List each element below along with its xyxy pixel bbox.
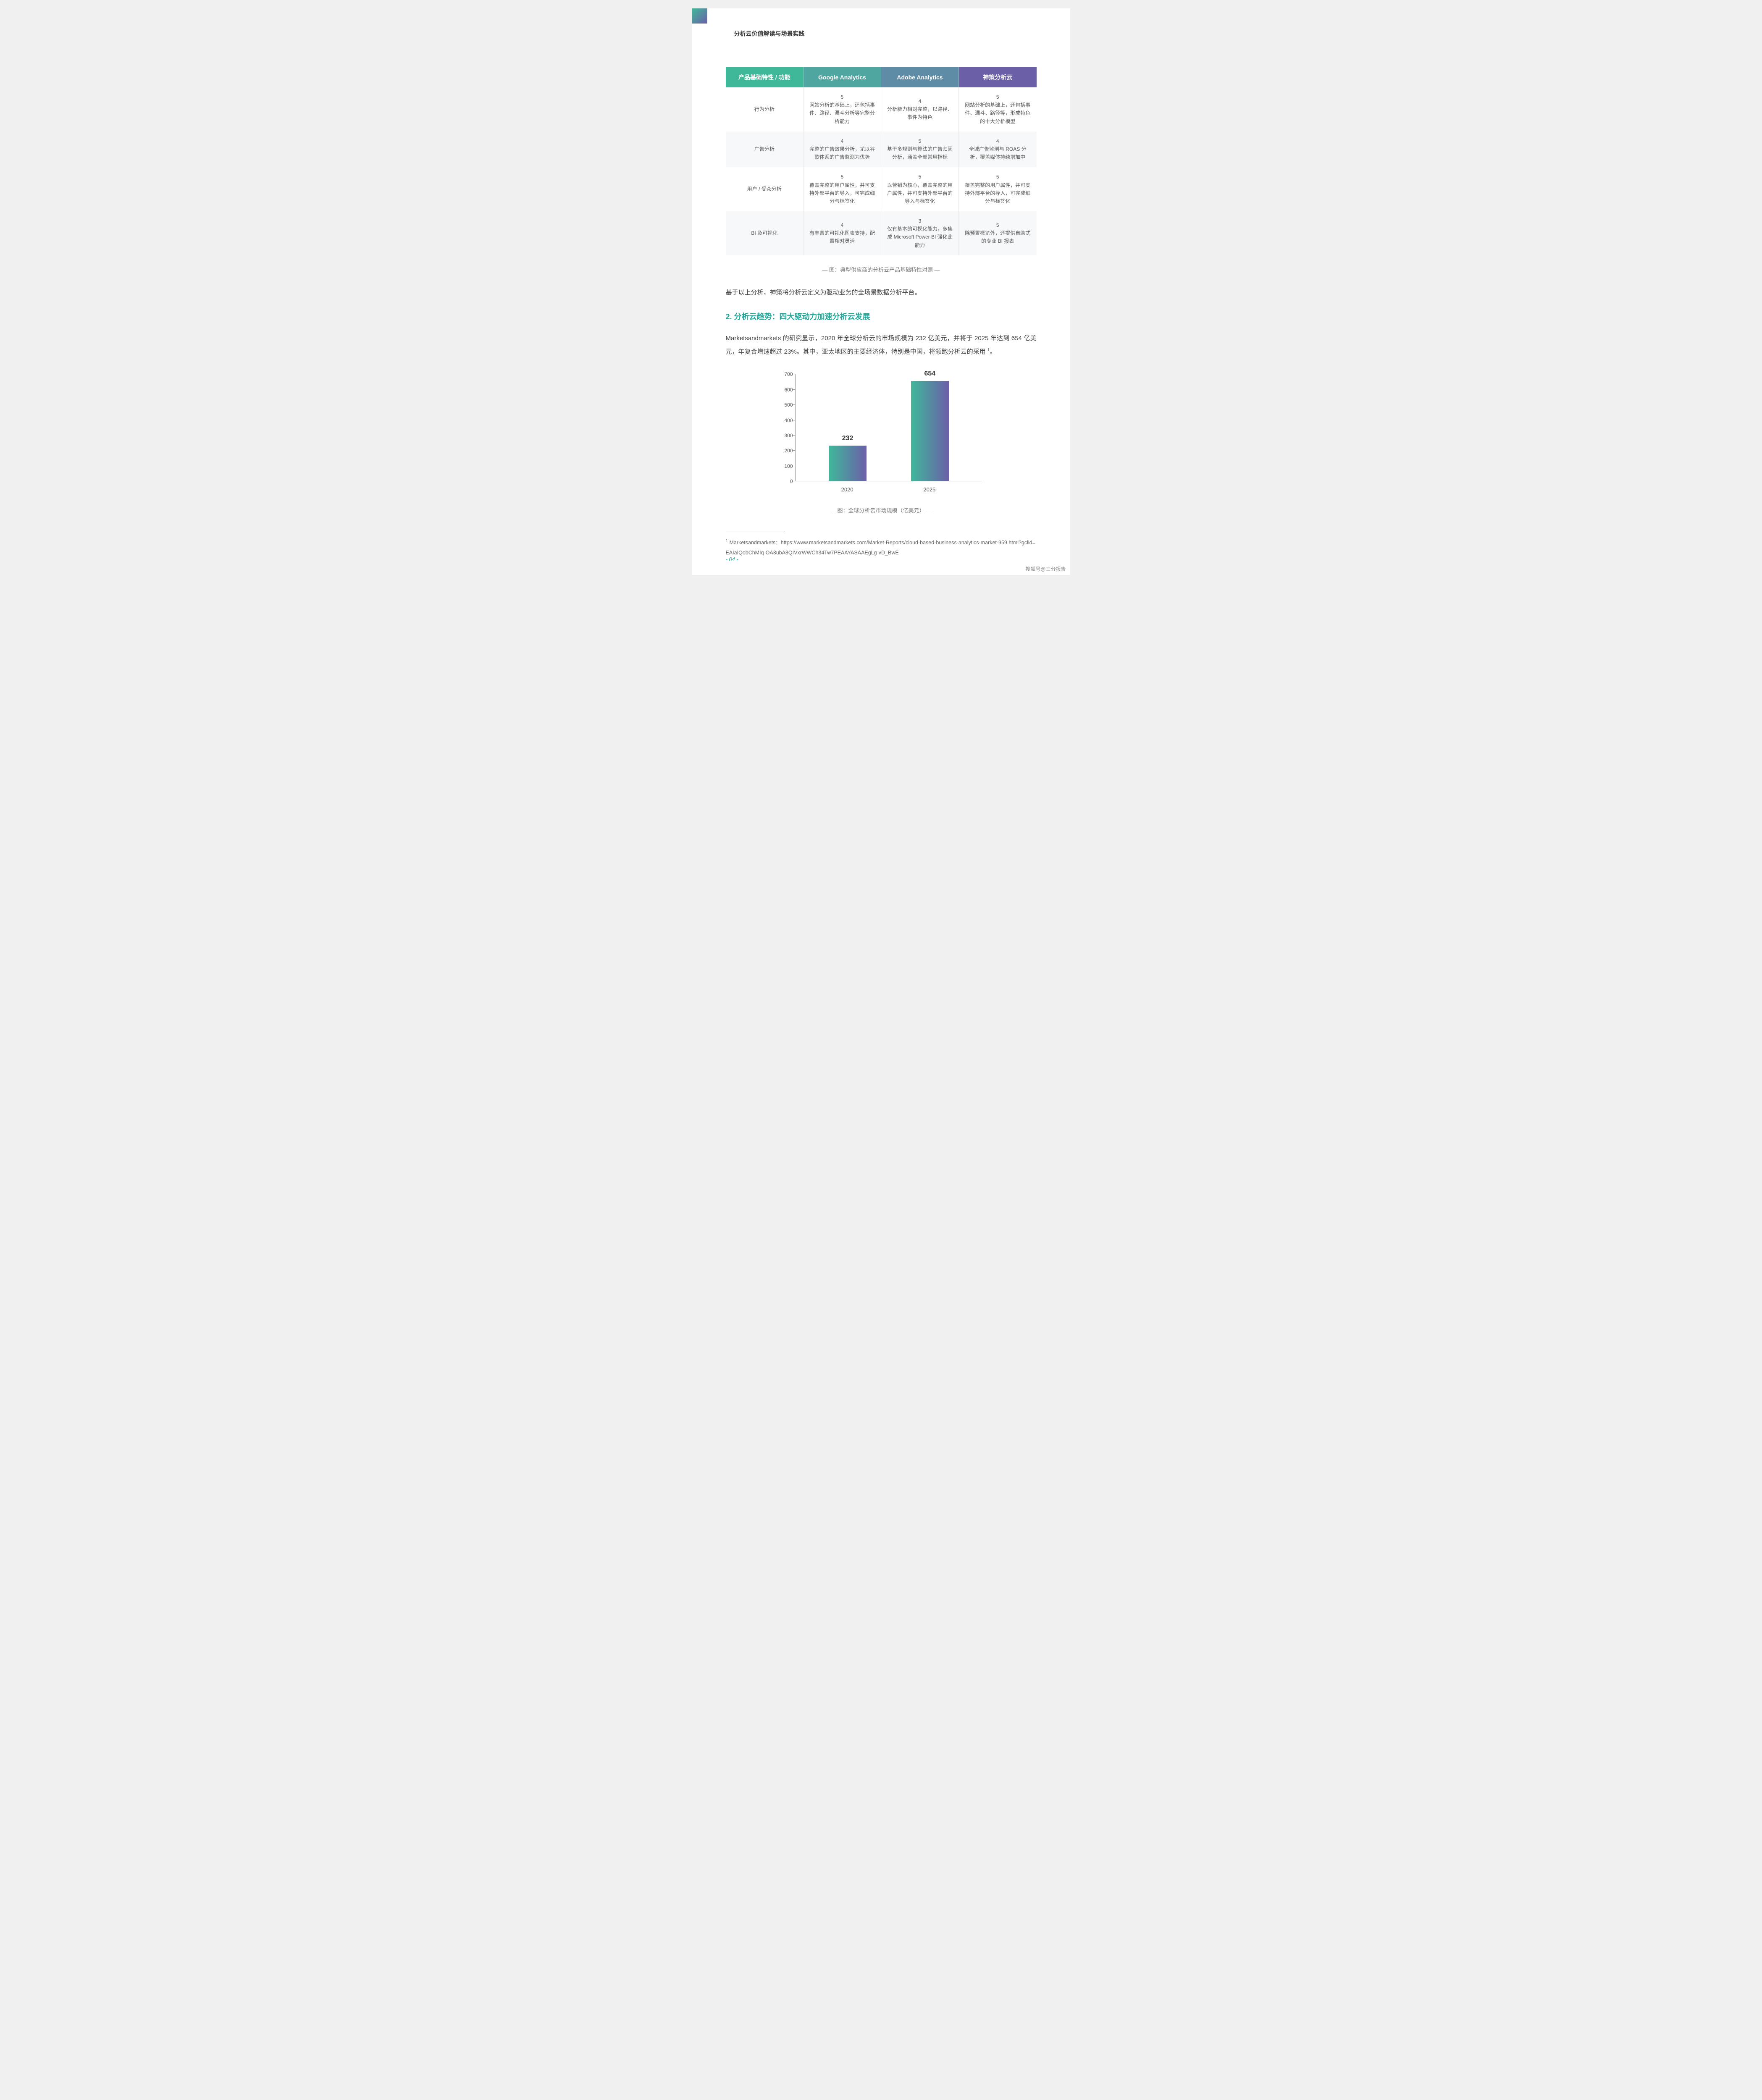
table-row: 广告分析4完整的广告效果分析，尤以谷歌体系的广告监测为优势5基于多规则与算法的广… [726,131,1037,168]
value-cell: 5覆盖完整的用户属性，并可支持外部平台的导入，可完成细分与标签化 [959,167,1037,211]
x-tick-label: 2020 [841,486,853,493]
chart-caption: — 图：全球分析云市场规模（亿美元） — [726,506,1037,514]
y-tick-mark [793,450,795,451]
table-header-cell: 产品基础特性 / 功能 [726,67,804,87]
section-heading: 2. 分析云趋势：四大驱动力加速分析云发展 [726,311,1037,322]
body-paragraph: 基于以上分析，神策将分析云定义为驱动业务的全场景数据分析平台。 [726,286,1037,299]
x-tick-label: 2025 [923,486,935,493]
value-cell: 5以营销为核心，覆盖完整的用户属性，并可支持外部平台的导入与标签化 [881,167,959,211]
table-row: 用户 / 受众分析5覆盖完整的用户属性，并可支持外部平台的导入，可完成细分与标签… [726,167,1037,211]
bar-value-label: 232 [829,435,867,442]
y-tick-label: 300 [772,433,793,438]
y-tick-label: 200 [772,448,793,454]
y-tick-label: 700 [772,371,793,377]
value-cell: 4完整的广告效果分析，尤以谷歌体系的广告监测为优势 [804,131,881,168]
chart-container: 232 654 0 100 200 300 400 500 600 700 2020 2025 [726,370,1037,496]
page-header-title: 分析云价值解读与场景实践 [734,29,1037,38]
cell-score: 5 [886,173,953,181]
cell-desc: 覆盖完整的用户属性，并可支持外部平台的导入，可完成细分与标签化 [965,182,1030,204]
cell-desc: 网站分析的基础上，还包括事件、路径、漏斗分析等完整分析能力 [809,102,875,124]
table-row: 行为分析5网站分析的基础上，还包括事件、路径、漏斗分析等完整分析能力4分析能力相… [726,87,1037,131]
cell-score: 4 [964,137,1032,145]
cell-desc: 完整的广告效果分析，尤以谷歌体系的广告监测为优势 [809,146,875,160]
comparison-table: 产品基础特性 / 功能 Google Analytics Adobe Analy… [726,67,1037,255]
cell-desc: 基于多规则与算法的广告归因分析，涵盖全部常用指标 [887,146,953,160]
cell-score: 5 [809,173,876,181]
cell-desc: 有丰富的可视化图表支持，配置相对灵活 [809,230,875,244]
cell-desc: 网站分析的基础上，还包括事件、漏斗、路径等，形成特色的十大分析模型 [965,102,1030,124]
cell-desc: 分析能力相对完整，以路径、事件为特色 [887,106,953,120]
value-cell: 5覆盖完整的用户属性，并可支持外部平台的导入，可完成细分与标签化 [804,167,881,211]
cell-score: 5 [886,137,953,145]
cell-score: 3 [886,217,953,225]
y-tick-label: 600 [772,387,793,393]
value-cell: 5网站分析的基础上，还包括事件、路径、漏斗分析等完整分析能力 [804,87,881,131]
value-cell: 4全域广告监测与 ROAS 分析，覆盖媒体持续增加中 [959,131,1037,168]
y-tick-mark [793,389,795,390]
bar-value-label: 654 [911,370,949,378]
cell-desc: 全域广告监测与 ROAS 分析，覆盖媒体持续增加中 [969,146,1027,160]
chart-bar: 654 [911,381,949,481]
cell-score: 5 [809,93,876,101]
feature-cell: 用户 / 受众分析 [726,167,804,211]
y-tick-label: 500 [772,402,793,408]
cell-score: 5 [964,221,1032,229]
value-cell: 4有丰富的可视化图表支持，配置相对灵活 [804,211,881,255]
chart-bar: 232 [829,446,867,481]
value-cell: 4分析能力相对完整，以路径、事件为特色 [881,87,959,131]
feature-cell: 广告分析 [726,131,804,168]
table-caption: — 图：典型供应商的分析云产品基础特性对照 — [726,265,1037,273]
value-cell: 5网站分析的基础上，还包括事件、漏斗、路径等，形成特色的十大分析模型 [959,87,1037,131]
chart-plot-area: 232 654 [795,374,982,481]
feature-cell: BI 及可视化 [726,211,804,255]
cell-score: 4 [809,137,876,145]
paragraph-tail: 。 [990,348,996,355]
cell-desc: 以营销为核心，覆盖完整的用户属性，并可支持外部平台的导入与标签化 [887,182,953,204]
y-tick-mark [793,404,795,405]
document-page: 分析云价值解读与场景实践 产品基础特性 / 功能 Google Analytic… [692,8,1070,575]
value-cell: 3仅有基本的可视化能力，多集成 Microsoft Power BI 强化此能力 [881,211,959,255]
table-header-cell: Google Analytics [804,67,881,87]
y-tick-label: 100 [772,463,793,469]
cell-score: 4 [886,97,953,105]
corner-accent [692,8,707,24]
y-tick-label: 400 [772,417,793,423]
cell-desc: 除预置概览外，还提供自助式的专业 BI 报表 [965,230,1030,244]
body-paragraph: Marketsandmarkets 的研究显示，2020 年全球分析云的市场规模… [726,332,1037,358]
cell-desc: 仅有基本的可视化能力，多集成 Microsoft Power BI 强化此能力 [887,226,953,248]
footnote: 1 Marketsandmarkets：https://www.marketsa… [726,537,1037,558]
y-tick-label: 0 [772,478,793,484]
table-row: BI 及可视化4有丰富的可视化图表支持，配置相对灵活3仅有基本的可视化能力，多集… [726,211,1037,255]
table-header-cell: Adobe Analytics [881,67,959,87]
cell-score: 4 [809,221,876,229]
value-cell: 5基于多规则与算法的广告归因分析，涵盖全部常用指标 [881,131,959,168]
cell-desc: 覆盖完整的用户属性，并可支持外部平台的导入，可完成细分与标签化 [809,182,875,204]
table-header-row: 产品基础特性 / 功能 Google Analytics Adobe Analy… [726,67,1037,87]
cell-score: 5 [964,173,1032,181]
page-number: - 04 - [726,556,738,562]
feature-cell: 行为分析 [726,87,804,131]
value-cell: 5除预置概览外，还提供自助式的专业 BI 报表 [959,211,1037,255]
bar-chart: 232 654 0 100 200 300 400 500 600 700 2020 2025 [772,370,990,496]
y-tick-mark [793,435,795,436]
table-header-cell: 神策分析云 [959,67,1037,87]
source-tag: 搜狐号@三分报告 [1025,565,1066,572]
cell-score: 5 [964,93,1032,101]
footnote-text: Marketsandmarkets：https://www.marketsand… [726,540,1035,556]
